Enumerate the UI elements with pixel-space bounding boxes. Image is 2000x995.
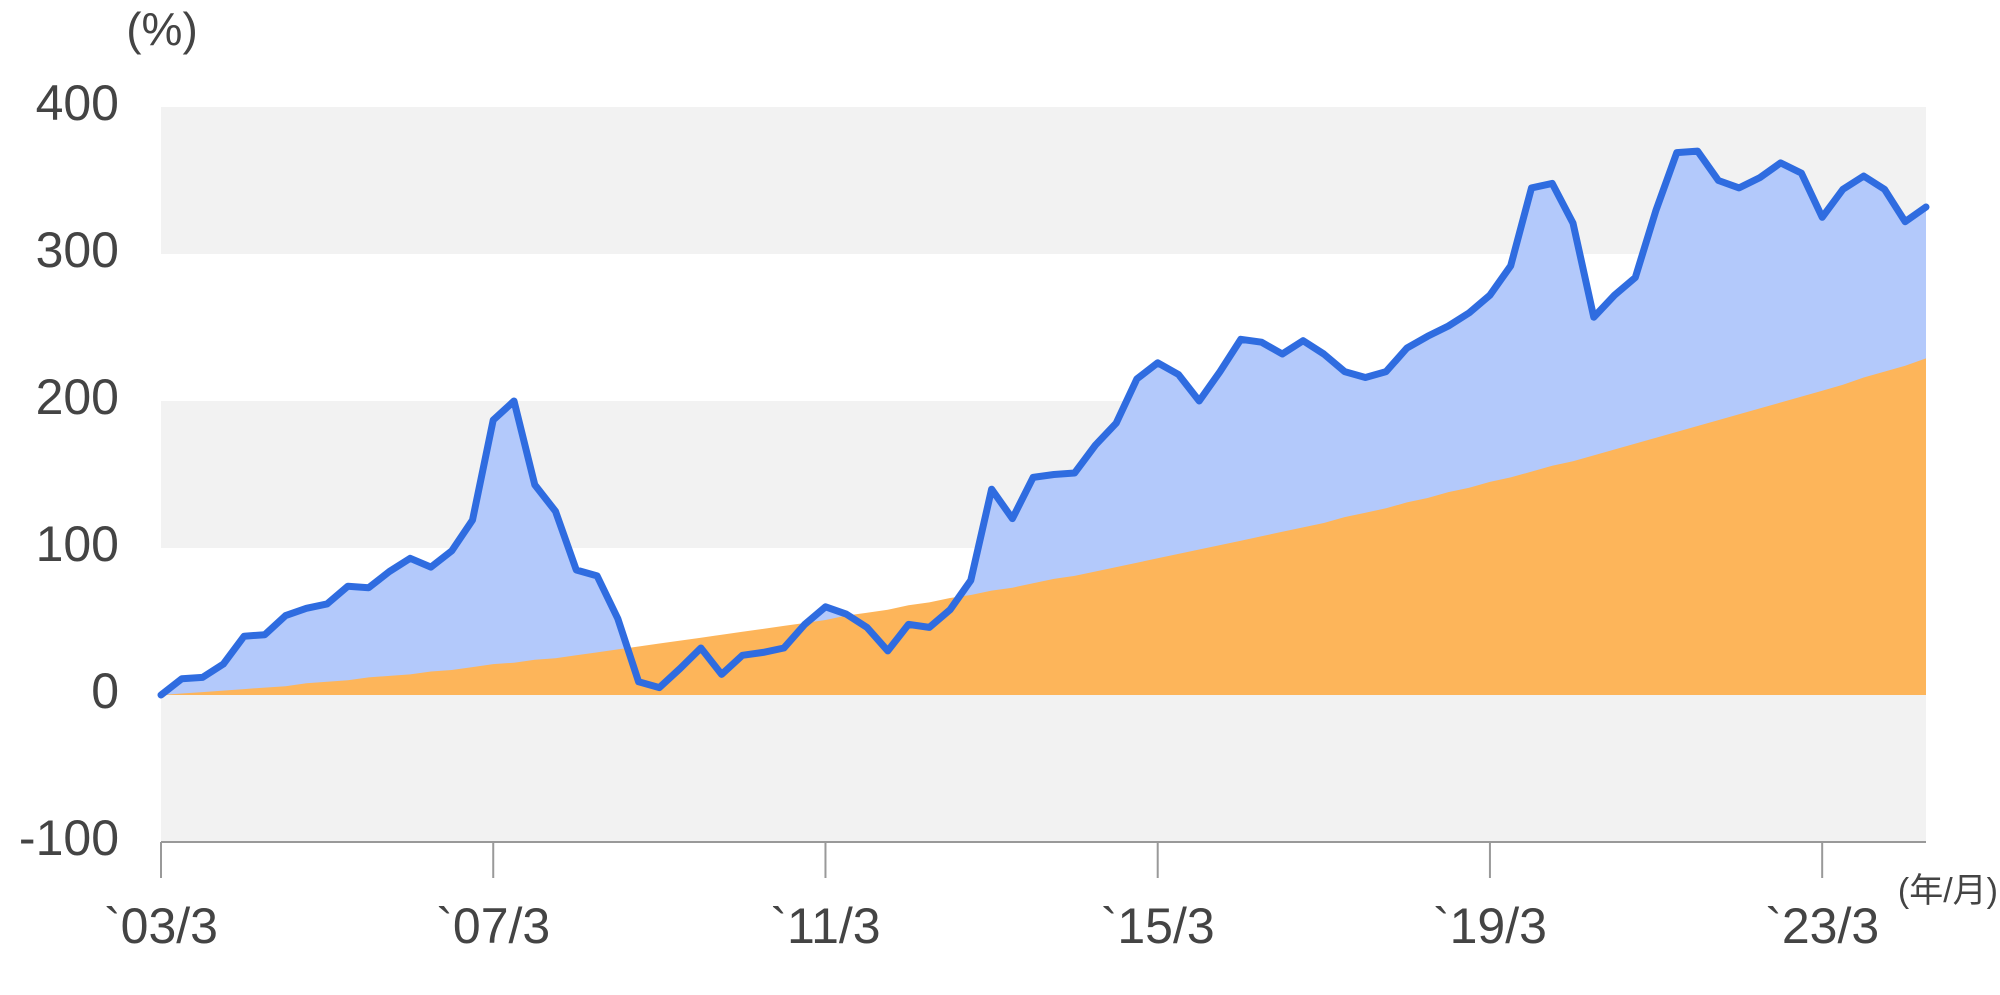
x-tick-label: `07/3 (436, 898, 550, 954)
x-tick-label: `03/3 (104, 898, 218, 954)
y-tick-label: 0 (91, 663, 119, 719)
grid-band (161, 107, 1926, 254)
y-tick-label: -100 (19, 810, 119, 866)
y-tick-label: 300 (36, 222, 119, 278)
value-line (157, 147, 1930, 699)
x-axis-unit: (年/月) (1898, 872, 1998, 910)
x-tick-label: `11/3 (770, 898, 880, 954)
y-tick-label: 400 (36, 75, 119, 131)
principal-area (161, 358, 1926, 695)
y-tick-label: 100 (36, 516, 119, 572)
y-axis-unit: (%) (126, 3, 198, 55)
x-tick-label: `23/3 (1765, 898, 1879, 954)
x-tick-label: `19/3 (1433, 898, 1547, 954)
grid-band (161, 695, 1926, 842)
x-tick-label: `15/3 (1101, 898, 1215, 954)
y-tick-label: 200 (36, 369, 119, 425)
